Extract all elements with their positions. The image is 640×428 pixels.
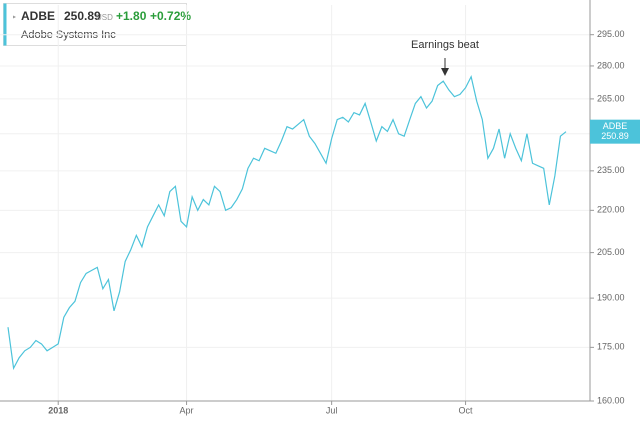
y-tick-label: 235.00 (597, 165, 625, 175)
currency: USD (96, 13, 113, 22)
ticker: ADBE (21, 9, 55, 23)
price: 250.89 (64, 9, 101, 23)
change: +1.80 (116, 9, 147, 23)
y-tick-label: 175.00 (597, 342, 625, 352)
y-tick-label: 205.00 (597, 247, 625, 257)
quote-box-frame (3, 3, 187, 46)
price-tag-value: 250.89 (601, 131, 629, 141)
y-tick-label: 280.00 (597, 60, 625, 70)
quote-box: ▸ ADBE 250.89 USD +1.80 +0.72% Adobe Sys… (3, 3, 191, 46)
change-percent: +0.72% (150, 9, 191, 23)
annotation: Earnings beat (411, 39, 479, 51)
y-tick-label: 295.00 (597, 29, 625, 39)
annotation-arrowhead (441, 68, 449, 76)
y-tick-label: 190.00 (597, 292, 625, 302)
quote-box-accent (3, 3, 7, 46)
price-tag-ticker: ADBE (603, 121, 628, 131)
marker: ▸ (13, 15, 16, 21)
x-tick-label: 2018 (48, 405, 68, 415)
y-tick-label: 220.00 (597, 205, 625, 215)
price-line (7, 74, 567, 371)
x-tick-label: Jul (326, 405, 338, 415)
price-tag (590, 119, 640, 144)
y-tick-label: 160.00 (597, 395, 625, 405)
y-tick-label: 265.00 (597, 93, 625, 103)
x-tick-label: Oct (459, 405, 474, 415)
x-tick-label: Apr (180, 405, 194, 415)
